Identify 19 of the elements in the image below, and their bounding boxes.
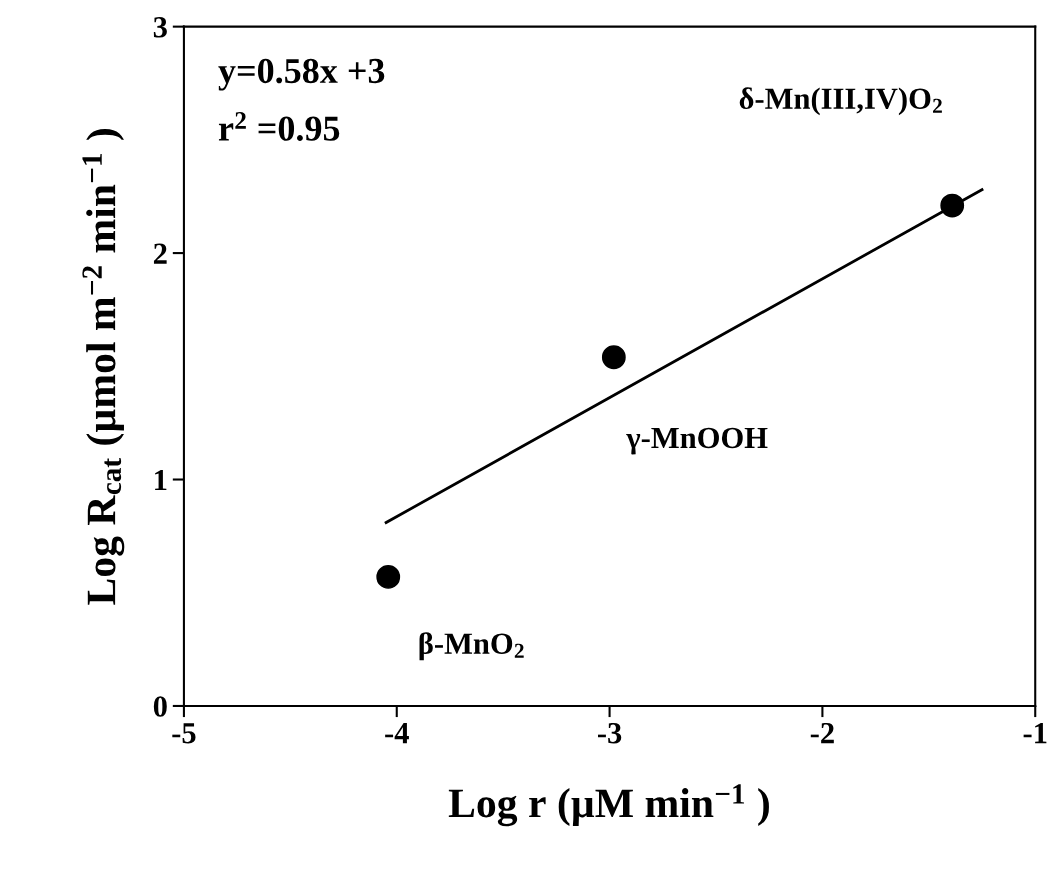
x-tick-label: -4 [385, 723, 409, 744]
x-tick-label: -3 [597, 722, 622, 744]
y-axis-title: Log R$_{cat}$ (µmol m$^{−2}$ min$^{−1}$ ) [82, 129, 125, 605]
y-tick-label: 0 [153, 696, 167, 717]
x-tick-label: -2 [810, 722, 834, 744]
annotation: γ-MnOOH [626, 427, 768, 455]
annotation: δ-Mn(III,IV)O$_{2}$ [739, 87, 942, 116]
y-tick-label: 3 [153, 17, 167, 38]
annotation: r$^{2}$ =0.95 [218, 112, 340, 141]
annotation: y=0.58x +3 [218, 58, 385, 91]
x-axis-title: Log r (µM min$^{−1}$ ) [448, 784, 769, 827]
y-tick-label: 2 [153, 243, 167, 264]
annotation: β-MnO$_{2}$ [419, 632, 524, 661]
y-tick-label: 1 [155, 469, 167, 491]
x-tick-label: -1 [1023, 722, 1047, 744]
point [940, 193, 965, 218]
point [376, 564, 401, 589]
point [601, 345, 626, 370]
x-tick-label: -5 [172, 723, 196, 744]
